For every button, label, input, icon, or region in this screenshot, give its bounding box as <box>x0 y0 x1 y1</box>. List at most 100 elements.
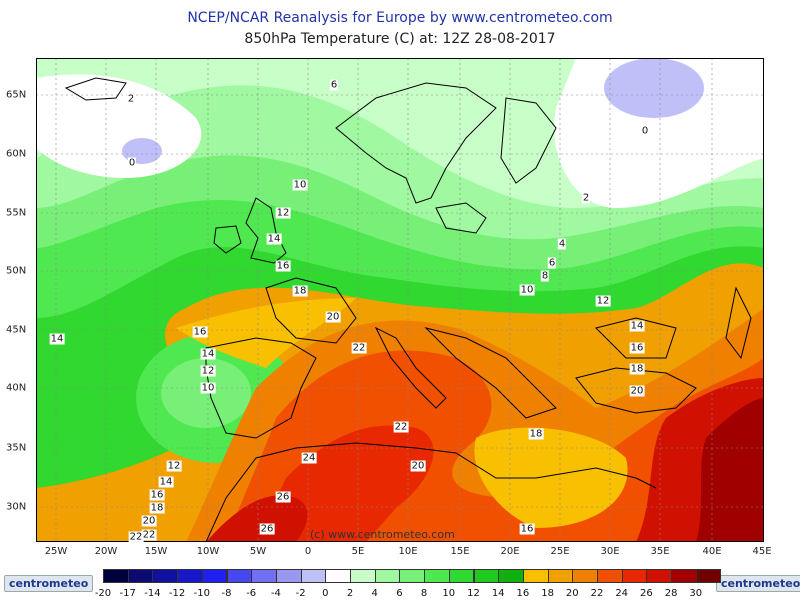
legend-label: 8 <box>420 588 428 599</box>
contour-label: 14 <box>158 476 174 488</box>
lat-label: 35N <box>6 442 27 454</box>
lon-label: 10W <box>196 546 220 557</box>
contour-label: 20 <box>325 311 341 323</box>
lon-label: 0 <box>304 546 312 557</box>
contour-label: 18 <box>528 428 544 440</box>
legend-swatch <box>177 569 203 583</box>
lon-label: 25E <box>550 546 570 557</box>
legend-swatch <box>374 569 401 583</box>
coast-iceland <box>64 77 127 101</box>
legend-label: 24 <box>615 588 629 599</box>
legend-label: -20 <box>94 588 112 599</box>
lat-label: 50N <box>6 265 27 277</box>
contour-label: 18 <box>292 285 308 297</box>
contour-label: 16 <box>629 342 645 354</box>
contour-label: 16 <box>192 326 208 338</box>
contour-label: 6 <box>329 79 339 91</box>
coast-africa <box>205 442 657 542</box>
lat-label: 60N <box>6 148 27 160</box>
contour-label: 26 <box>259 523 275 535</box>
lon-label: 5W <box>249 546 267 557</box>
legend-label: 4 <box>371 588 378 599</box>
legend-label: -8 <box>221 588 232 599</box>
band-18-w <box>176 298 356 368</box>
legend-label: 2 <box>346 588 354 599</box>
band-18-med <box>474 427 628 528</box>
legend-label: -2 <box>295 588 306 599</box>
lon-label: 10E <box>398 546 418 557</box>
legend-label: 12 <box>467 588 480 599</box>
map-title: NCEP/NCAR Reanalysis for Europe by www.c… <box>187 10 613 26</box>
lon-label: 30E <box>600 546 620 557</box>
contour-label: 20 <box>141 515 157 527</box>
legend-swatch <box>448 569 475 583</box>
contour-label: 26 <box>275 491 291 503</box>
legend-label: -10 <box>193 588 210 599</box>
lon-label: 20E <box>500 546 520 557</box>
contour-label: 18 <box>149 502 165 514</box>
cold-ne <box>604 58 704 118</box>
lon-label: 40E <box>702 546 722 557</box>
contour-label: 16 <box>519 523 535 535</box>
legend-swatch <box>226 569 253 583</box>
legend-label: -12 <box>168 588 186 599</box>
contour-label: 6 <box>547 257 557 269</box>
legend-label: 20 <box>565 588 579 599</box>
coast-france <box>265 277 357 344</box>
contour-label: 22 <box>128 531 144 543</box>
coast-ireland <box>213 225 242 254</box>
legend-label: 14 <box>491 588 505 599</box>
coast-caspian <box>725 286 752 360</box>
contour-label: 10 <box>519 284 535 296</box>
contour-label: 14 <box>629 320 645 332</box>
legend-swatch <box>275 569 302 583</box>
lon-label: 15E <box>450 546 470 557</box>
legend-swatch <box>300 569 327 583</box>
contour-label: 24 <box>301 452 317 464</box>
contour-label: 0 <box>640 125 650 137</box>
lat-label: 65N <box>6 89 27 101</box>
legend-swatch <box>399 569 426 583</box>
contour-label: 14 <box>200 348 216 360</box>
contour-label: 8 <box>540 270 550 282</box>
legend-swatch <box>522 569 549 583</box>
lon-label: 20W <box>94 546 118 557</box>
legend-label: -4 <box>270 588 281 599</box>
legend-swatch <box>498 569 524 583</box>
legend-swatch <box>325 569 351 583</box>
coast-scandinavia <box>335 82 497 204</box>
legend-label: 6 <box>396 588 403 599</box>
lat-label: 45N <box>6 324 27 336</box>
lon-label: 25W <box>44 546 68 557</box>
temperature-map <box>36 58 764 542</box>
coast-turkey <box>575 367 697 414</box>
legend-label: -17 <box>119 588 136 599</box>
lon-label: 35E <box>650 546 670 557</box>
legend-swatch <box>201 569 228 583</box>
legend-label: 26 <box>640 588 653 599</box>
legend-label: 0 <box>322 588 329 599</box>
lat-label: 55N <box>6 207 27 219</box>
legend-label: -14 <box>144 588 161 599</box>
contour-label: 10 <box>200 382 216 394</box>
legend-swatch <box>424 569 450 583</box>
legend-label: -6 <box>246 588 257 599</box>
legend-swatch <box>350 569 376 583</box>
map-canvas <box>36 58 764 542</box>
legend-swatch <box>572 569 598 583</box>
contour-label: 20 <box>629 385 645 397</box>
contour-label: 12 <box>166 460 182 472</box>
contour-label: 12 <box>200 365 216 377</box>
logo-left: centrometeo <box>4 575 94 592</box>
lon-label: 5E <box>351 546 365 557</box>
contour-label: 14 <box>49 333 65 345</box>
contour-label: 18 <box>629 363 645 375</box>
contour-label: 0 <box>127 157 137 169</box>
coast-britain <box>245 197 287 264</box>
legend-swatch <box>646 569 673 583</box>
coast-finland <box>500 97 557 184</box>
legend-swatch <box>127 569 154 583</box>
lat-label: 30N <box>6 501 27 513</box>
contour-label: 22 <box>393 421 409 433</box>
lon-label: 45E <box>752 546 772 557</box>
